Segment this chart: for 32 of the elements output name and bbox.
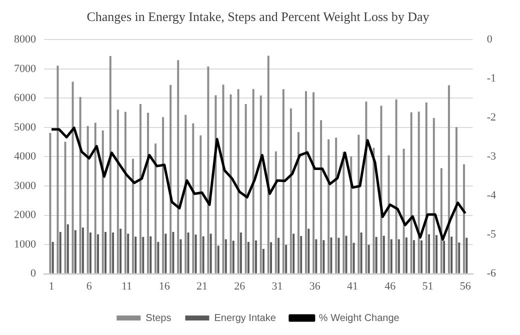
y-tick-label: 2000 — [14, 209, 36, 222]
x-tick-label: 51 — [422, 280, 434, 292]
x-tick-label: 41 — [346, 280, 358, 292]
y-tick-label: 1000 — [14, 238, 36, 250]
x-tick-label: 46 — [384, 280, 396, 292]
x-tick-label: 11 — [121, 280, 132, 292]
legend-label: % Weight Change — [318, 312, 400, 324]
x-tick-label: 21 — [196, 280, 208, 292]
y2-tick-label: 0 — [486, 33, 493, 46]
y-tick-label: 3000 — [14, 180, 36, 192]
x-tick-label: 16 — [158, 280, 170, 292]
y2-tick-label: -3 — [486, 150, 496, 163]
legend-label: Energy Intake — [214, 312, 276, 324]
y-tick-label: 8000 — [14, 33, 36, 46]
y2-tick-label: -2 — [486, 112, 496, 124]
y2-tick-label: -4 — [486, 190, 496, 202]
y2-tick-label: -1 — [486, 72, 496, 85]
x-tick-label: 56 — [460, 280, 472, 292]
chart-title: Changes in Energy Intake, Steps and Percent Weight Loss by Day — [86, 9, 430, 24]
y2-tick-label: -5 — [486, 228, 496, 241]
x-tick-label: 36 — [309, 280, 321, 292]
y2-tick-label: -6 — [486, 268, 496, 280]
legend-label: Steps — [146, 312, 172, 324]
x-tick-label: 26 — [234, 280, 246, 292]
x-tick-label: 6 — [86, 280, 92, 292]
y-tick-label: 0 — [30, 268, 36, 280]
x-tick-label: 1 — [48, 280, 54, 292]
y-tick-label: 5000 — [14, 121, 36, 134]
y-tick-label: 6000 — [14, 92, 36, 104]
x-tick-label: 31 — [272, 280, 283, 292]
y-tick-label: 7000 — [14, 62, 36, 75]
y-tick-label: 4000 — [14, 150, 36, 163]
